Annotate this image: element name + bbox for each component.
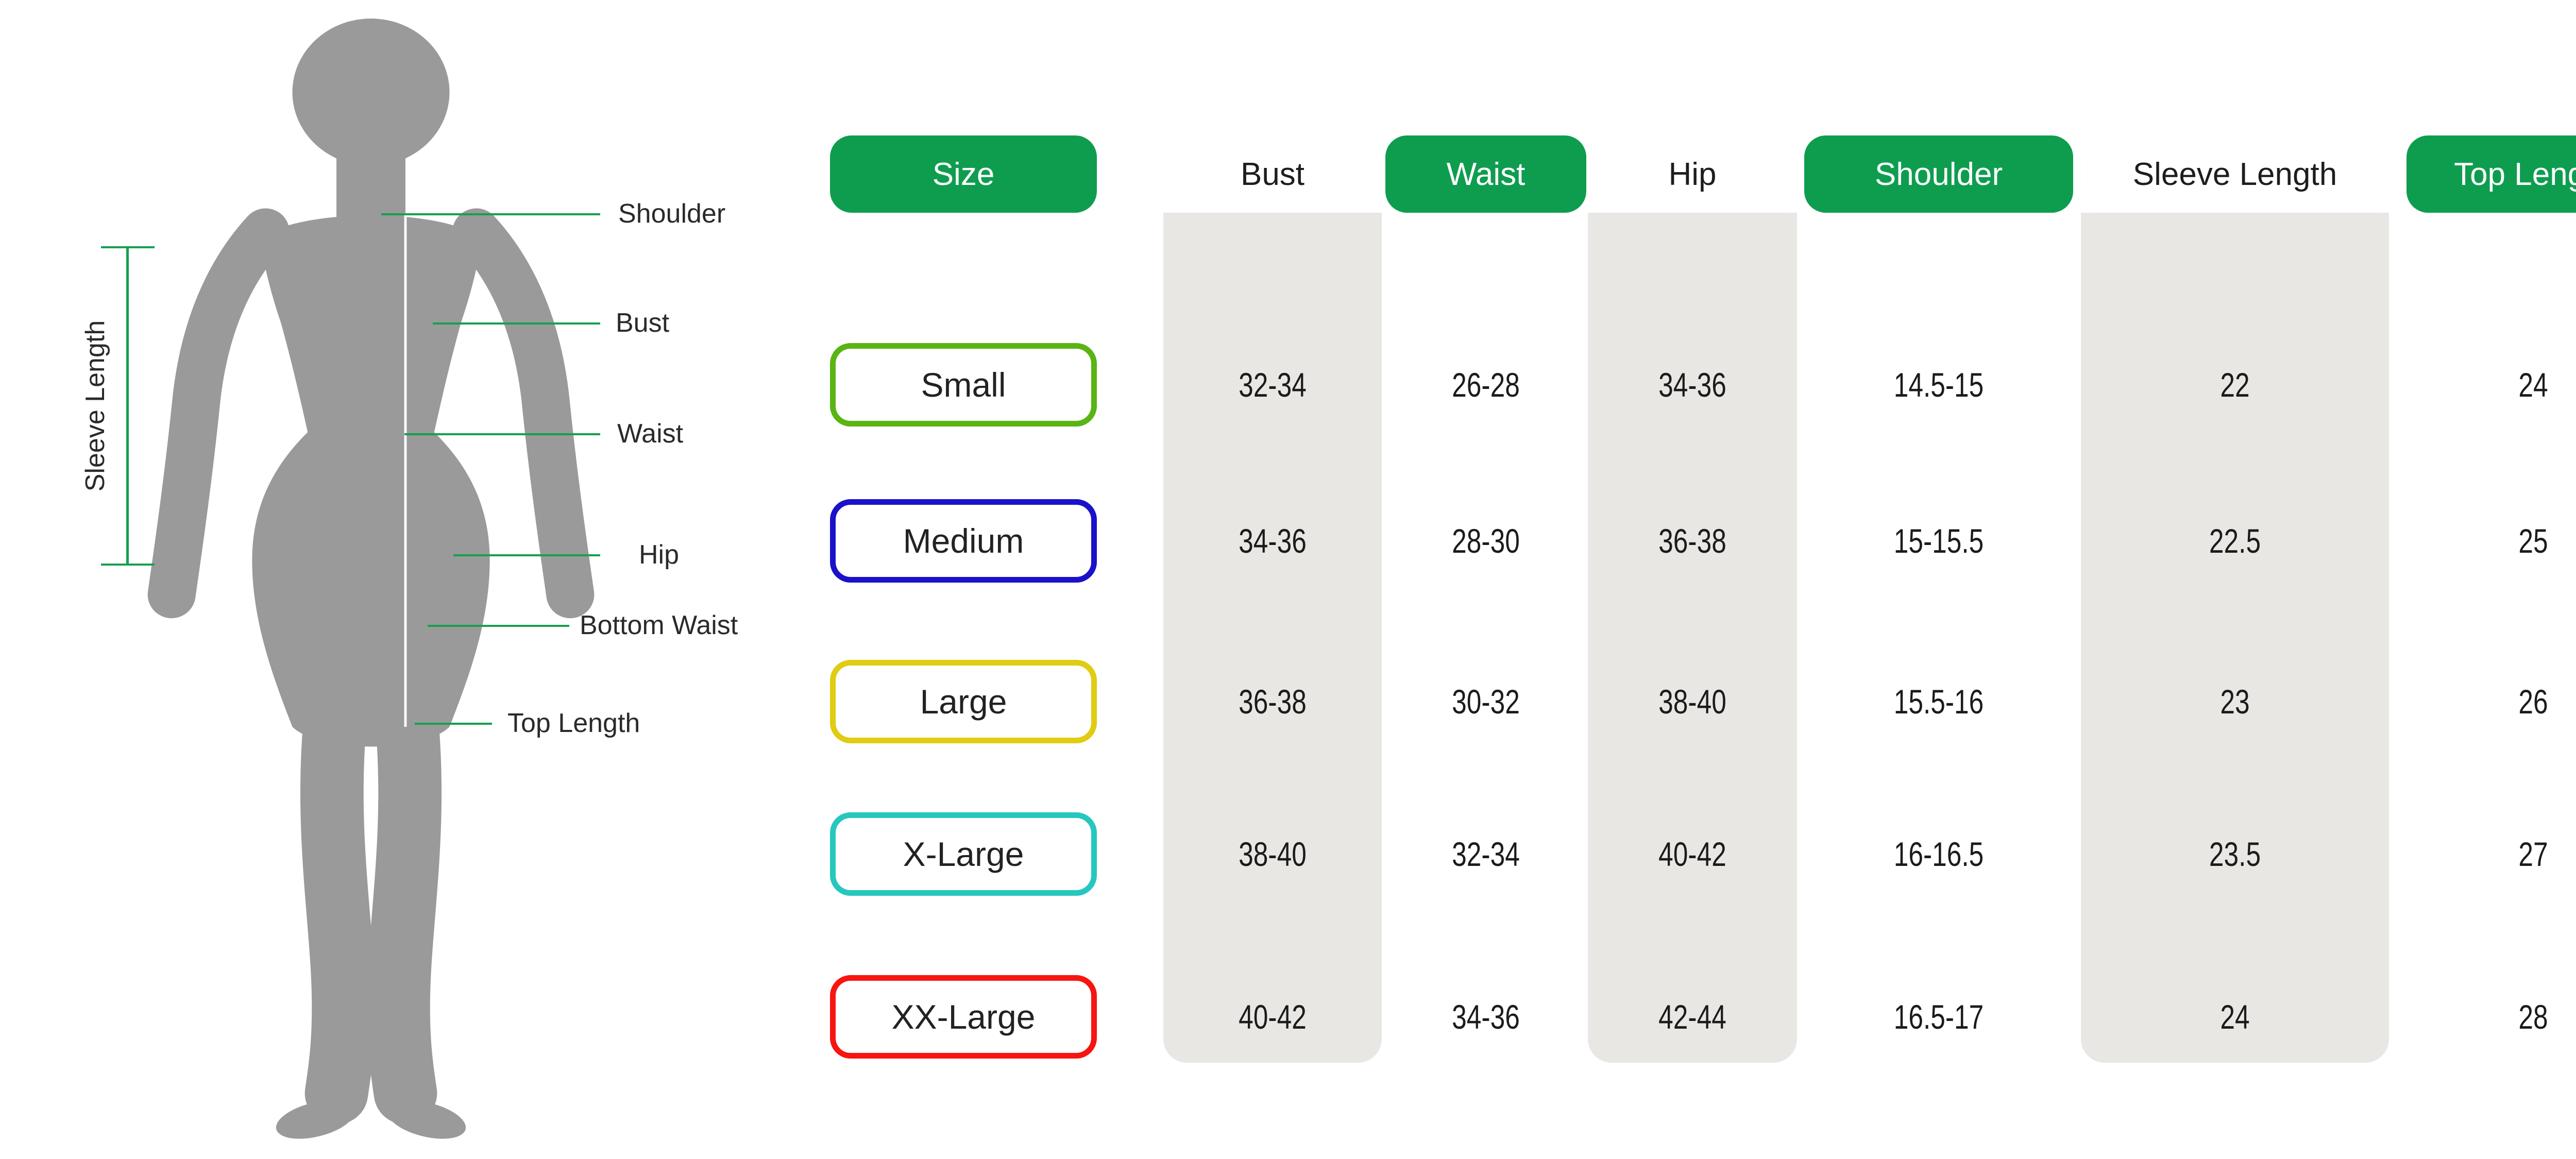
cell-xx-large-shoulder: 16.5-17 xyxy=(1893,998,1984,1036)
cell-large-waist: 30-32 xyxy=(1452,683,1520,721)
shoulder-measure-line xyxy=(381,213,600,215)
cell-large-hip: 38-40 xyxy=(1658,683,1726,721)
sleeve-length-top-cap xyxy=(101,246,155,248)
size-button-large[interactable]: Large xyxy=(830,660,1097,743)
size-button-small[interactable]: Small xyxy=(830,343,1097,427)
top-length-measure-line xyxy=(415,723,492,725)
header-top-length: Top Length xyxy=(2406,135,2576,213)
cell-small-shoulder: 14.5-15 xyxy=(1893,366,1984,404)
cell-medium-hip: 36-38 xyxy=(1658,522,1726,560)
waist-measure-line xyxy=(404,433,600,435)
bottom-waist-label: Bottom Waist xyxy=(580,610,738,640)
hip-label: Hip xyxy=(639,540,680,570)
cell-x-large-waist: 32-34 xyxy=(1452,835,1520,873)
size-button-x-large[interactable]: X-Large xyxy=(830,812,1097,896)
waist-label: Waist xyxy=(617,419,684,449)
sleeve-length-label: Sleeve Length xyxy=(80,320,110,492)
cell-small-waist: 26-28 xyxy=(1452,366,1520,404)
sleeve-length-measure-line xyxy=(126,246,129,566)
cell-medium-shoulder: 15-15.5 xyxy=(1893,522,1984,560)
cell-small-top-length: 24 xyxy=(2518,366,2548,404)
cell-large-top-length: 26 xyxy=(2518,683,2548,721)
header-size: Size xyxy=(830,135,1097,213)
shoulder-label: Shoulder xyxy=(618,199,726,229)
size-button-medium[interactable]: Medium xyxy=(830,499,1097,583)
female-body-silhouette xyxy=(147,19,595,1139)
bust-measure-line xyxy=(433,322,600,325)
bust-label: Bust xyxy=(616,308,670,338)
cell-x-large-bust: 38-40 xyxy=(1239,835,1307,873)
cell-small-sleeve: 22 xyxy=(2220,366,2250,404)
header-sleeve-length: Sleeve Length xyxy=(2081,135,2389,213)
top-length-label: Top Length xyxy=(507,708,640,738)
cell-x-large-shoulder: 16-16.5 xyxy=(1893,835,1984,873)
bottom-waist-measure-line xyxy=(428,625,569,627)
cell-x-large-hip: 40-42 xyxy=(1658,835,1726,873)
header-bust: Bust xyxy=(1163,135,1382,213)
header-hip: Hip xyxy=(1588,135,1797,213)
cell-xx-large-sleeve: 24 xyxy=(2220,998,2250,1036)
cell-medium-waist: 28-30 xyxy=(1452,522,1520,560)
cell-large-sleeve: 23 xyxy=(2220,683,2250,721)
hip-measure-line xyxy=(453,554,600,556)
cell-x-large-sleeve: 23.5 xyxy=(2209,835,2261,873)
cell-large-shoulder: 15.5-16 xyxy=(1893,683,1984,721)
cell-small-bust: 32-34 xyxy=(1239,366,1307,404)
cell-xx-large-bust: 40-42 xyxy=(1239,998,1307,1036)
cell-medium-bust: 34-36 xyxy=(1239,522,1307,560)
cell-medium-sleeve: 22.5 xyxy=(2209,522,2261,560)
header-waist: Waist xyxy=(1385,135,1586,213)
header-shoulder: Shoulder xyxy=(1804,135,2073,213)
cell-medium-top-length: 25 xyxy=(2518,522,2548,560)
sleeve-length-bottom-cap xyxy=(101,564,155,566)
cell-small-hip: 34-36 xyxy=(1658,366,1726,404)
size-button-xx-large[interactable]: XX-Large xyxy=(830,975,1097,1059)
sleeve-length-column-band xyxy=(2081,213,2389,1063)
hip-column-band xyxy=(1588,213,1797,1063)
cell-xx-large-hip: 42-44 xyxy=(1658,998,1726,1036)
cell-xx-large-top-length: 28 xyxy=(2518,998,2548,1036)
cell-x-large-top-length: 27 xyxy=(2518,835,2548,873)
cell-xx-large-waist: 34-36 xyxy=(1452,998,1520,1036)
cell-large-bust: 36-38 xyxy=(1239,683,1307,721)
bust-column-band xyxy=(1163,213,1382,1063)
